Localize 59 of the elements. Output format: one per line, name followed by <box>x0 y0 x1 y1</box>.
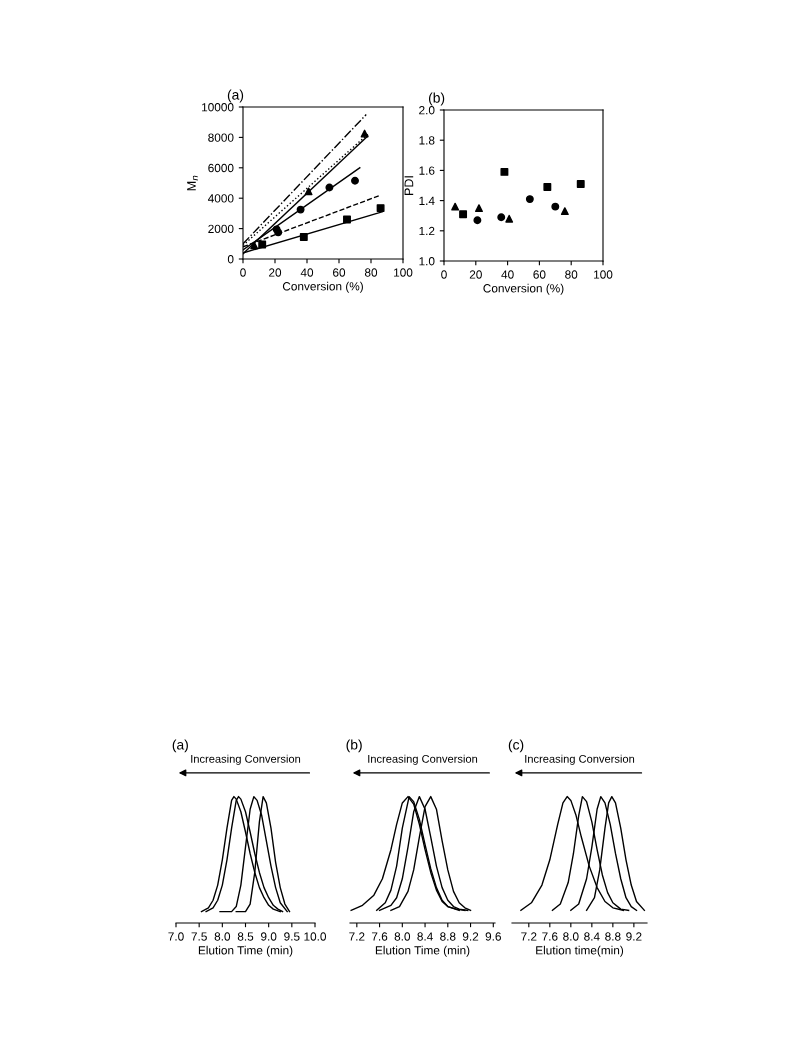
text: Increasing Conversion <box>191 754 301 765</box>
x-tick-label: 8.4 <box>417 932 433 941</box>
x-tick-label: 9.5 <box>284 932 300 941</box>
x-tick-label: 8.4 <box>584 932 600 941</box>
y-tick-label: 2000 <box>208 224 234 233</box>
x-axis-title: Conversion (%) <box>483 283 564 295</box>
x-tick-label: 60 <box>533 270 546 279</box>
x-tick-label: 9.2 <box>462 932 479 941</box>
x-tick-label: 80 <box>565 270 578 279</box>
x-axis-title: Elution Time (min) <box>375 945 470 957</box>
x-tick-label: 10.0 <box>304 932 327 941</box>
x-tick-label: 8.8 <box>605 932 621 941</box>
y-axis-title: PDI <box>404 176 414 195</box>
x-tick-label: 8.5 <box>237 932 254 941</box>
x-tick-label: 9.2 <box>626 932 642 941</box>
chart-title: (a) <box>227 89 244 103</box>
y-tick-label: 2.0 <box>419 106 435 115</box>
x-tick-label: 60 <box>333 268 346 277</box>
x-tick-label: 7.2 <box>521 932 537 941</box>
y-tick-label: 1.8 <box>419 136 435 145</box>
x-tick-label: 8.0 <box>563 932 579 941</box>
x-tick-label: 100 <box>594 270 613 279</box>
x-tick-label: 0 <box>240 268 246 277</box>
x-tick-label: 20 <box>469 270 482 279</box>
y-tick-label: 0 <box>227 255 234 264</box>
x-tick-label: 7.6 <box>542 932 558 941</box>
x-axis-title: Conversion (%) <box>282 281 363 293</box>
y-tick-label: 10000 <box>202 103 234 112</box>
x-tick-label: 7.6 <box>371 932 388 941</box>
text: Increasing Conversion <box>368 754 478 765</box>
x-tick-label: 7.0 <box>168 932 184 941</box>
x-axis-title: Elution Time (min) <box>198 945 293 957</box>
chart-title: (a) <box>172 739 188 753</box>
y-axis-title: M$_{n}$ <box>187 175 198 191</box>
chart-title: (c) <box>508 739 524 753</box>
chart-title: (b) <box>428 92 445 106</box>
y-tick-label: 1.4 <box>419 196 435 205</box>
x-tick-label: 9.0 <box>261 932 277 941</box>
x-tick-label: 80 <box>364 268 378 277</box>
x-tick-label: 8.8 <box>440 932 456 941</box>
chart-title: (b) <box>346 739 362 753</box>
x-axis-title: Elution time(min) <box>536 945 624 957</box>
x-tick-label: 20 <box>269 268 282 277</box>
text: Increasing Conversion <box>525 754 635 765</box>
y-tick-label: 8000 <box>208 133 234 142</box>
x-tick-label: 40 <box>501 270 514 279</box>
x-tick-label: 7.2 <box>349 932 365 941</box>
y-tick-label: 1.0 <box>419 257 435 266</box>
y-tick-label: 4000 <box>207 194 234 203</box>
x-tick-label: 8.0 <box>394 932 411 941</box>
x-tick-label: 0 <box>441 270 447 279</box>
y-tick-label: 6000 <box>208 163 234 173</box>
x-tick-label: 100 <box>394 268 413 277</box>
y-tick-label: 1.2 <box>419 226 435 236</box>
y-tick-label: 1.6 <box>419 166 435 175</box>
x-tick-label: 40 <box>300 268 314 277</box>
x-tick-label: 9.6 <box>485 932 501 941</box>
x-tick-label: 8.0 <box>214 932 231 941</box>
x-tick-label: 7.5 <box>191 932 207 941</box>
